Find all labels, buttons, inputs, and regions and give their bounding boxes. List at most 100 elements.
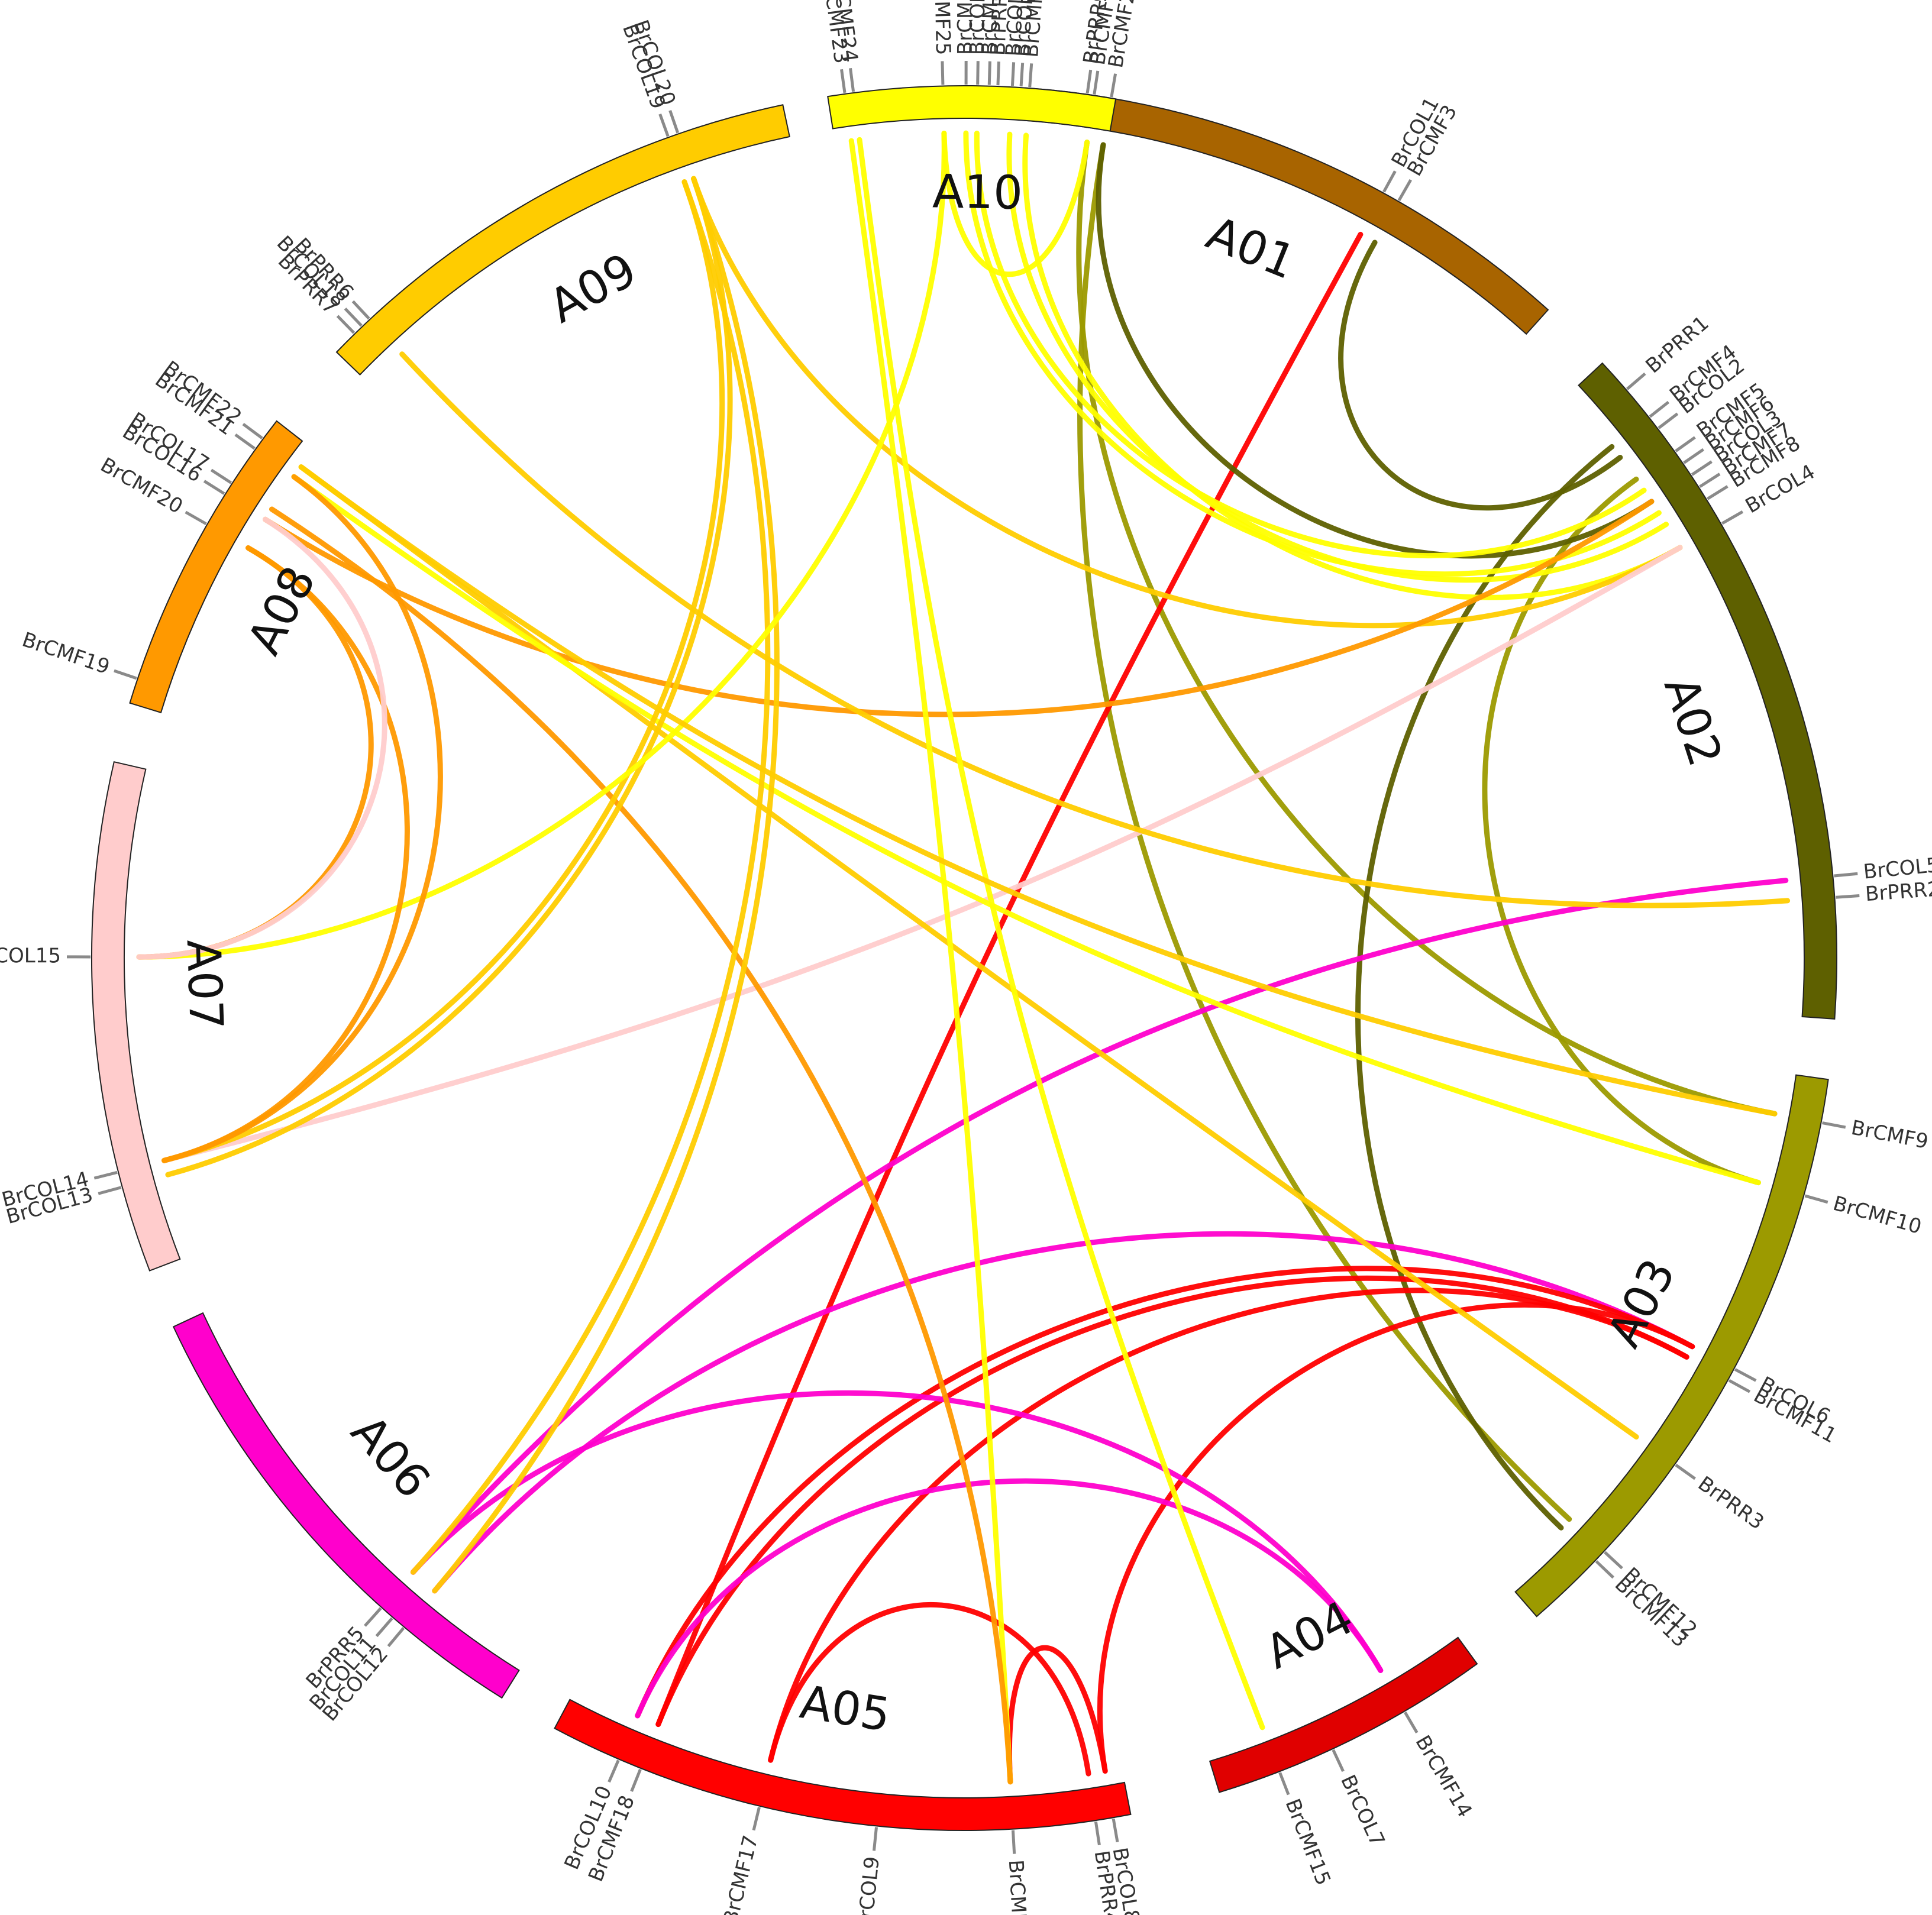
link-BrCOL5-BrPRR5 — [410, 878, 1789, 1575]
link-BrCMF1-BrCMF25 — [941, 130, 1090, 277]
link-BrCMF7-BrCMF26 — [963, 130, 1662, 577]
link-BrCOL4-BrCMF28 — [1022, 132, 1683, 600]
gene-tick-BrPRR3 — [1675, 1464, 1696, 1480]
gene-tick-BrCOL1 — [1382, 170, 1397, 193]
gene-tick-BrCMF17 — [752, 1807, 761, 1831]
gene-tick-BrCMF19 — [114, 669, 137, 680]
chromosome-A10 — [827, 85, 1117, 132]
gene-tick-BrCOL8 — [1112, 1818, 1119, 1843]
gene-tick-BrPRR6 — [351, 300, 370, 320]
chromosome-A05 — [554, 1699, 1132, 1831]
gene-tick-BrCMF21 — [234, 433, 256, 450]
link-BrCMF14-BrCOL10 — [635, 1478, 1384, 1719]
gene-tick-BrCOL6 — [1734, 1368, 1757, 1382]
link-BrCMF15-BrCMF24 — [857, 137, 1265, 1730]
gene-label-BrCMF19: BrCMF19 — [19, 627, 112, 679]
gene-tick-BrCMF11 — [1728, 1379, 1751, 1393]
link-BrCOL3-BrCMF2 — [1096, 142, 1655, 559]
link-BrCOL2-BrCMF3 — [1338, 240, 1623, 511]
gene-tick-BrCMF25 — [941, 61, 945, 85]
gene-tick-BrCMF28 — [1028, 63, 1033, 88]
gene-tick-BrCMF13 — [1595, 1560, 1615, 1579]
gene-tick-BrPRR2 — [1836, 894, 1860, 899]
gene-label-BrCOL22: BrCOL22 — [1001, 0, 1030, 57]
chromosome-label-A01: A01 — [1199, 206, 1303, 290]
link-BrCMF11-BrCMF17 — [768, 1288, 1689, 1763]
link-BrCOL14-BrCOL19 — [161, 179, 725, 1163]
gene-tick-BrCOL11 — [375, 1617, 393, 1638]
link-BrPRR5-BrCOL19 — [410, 179, 771, 1575]
gene-tick-BrCOL5 — [1834, 872, 1858, 878]
gene-tick-BrCOL2 — [1658, 412, 1679, 429]
link-BrCOL12-BrCOL20 — [432, 176, 780, 1594]
gene-tick-BrCOL12 — [387, 1627, 405, 1648]
gene-tick-BrCMF23 — [840, 69, 847, 93]
chromosome-A06 — [172, 1312, 520, 1699]
gene-tick-BrPRR7 — [336, 315, 356, 334]
gene-tick-BrCOL7 — [1332, 1749, 1345, 1772]
gene-tick-BrCOL18 — [344, 308, 363, 327]
chromosome-label-A08: A08 — [238, 558, 326, 663]
link-BrCMF11-BrCMF18 — [655, 1275, 1689, 1728]
gene-tick-BrCMF6 — [1683, 448, 1705, 464]
gene-label-BrCMF9: BrCMF9 — [1849, 1116, 1930, 1154]
gene-label-BrCMF26: BrCMF26 — [954, 0, 977, 55]
gene-label-BrCMF28: BrCMF28 — [1019, 0, 1049, 59]
gene-label-BrPRR2: BrPRR2 — [1865, 877, 1932, 906]
gene-tick-BrCMF7 — [1699, 473, 1721, 489]
gene-tick-BrCMF1 — [1093, 70, 1100, 95]
gene-label-BrCOL7: BrCOL7 — [1336, 1771, 1389, 1850]
gene-tick-BrCOL22 — [1010, 62, 1016, 86]
chromosome-A08 — [129, 420, 303, 714]
gene-tick-BrCOL23 — [1019, 63, 1025, 87]
gene-tick-BrCMF20 — [185, 510, 207, 525]
link-BrCMF8-BrCOL22 — [1006, 131, 1669, 583]
gene-tick-BrCMF16 — [1011, 1830, 1016, 1854]
gene-label-BrPRR3: BrPRR3 — [1694, 1472, 1768, 1535]
chromosome-label-A10: A10 — [932, 165, 1023, 220]
chromosome-A03 — [1514, 1074, 1829, 1618]
chromosome-A09 — [335, 104, 790, 376]
link-BrPRR2-BrPRR6 — [399, 351, 1791, 908]
chromosome-label-A04: A04 — [1257, 1591, 1362, 1680]
gene-tick-BrCMF18 — [630, 1768, 642, 1792]
link-BrCOL3-BrCOL16 — [263, 499, 1655, 717]
gene-label-BrCOL9: BrCOL9 — [853, 1855, 884, 1915]
gene-tick-BrCMF9 — [1822, 1121, 1846, 1129]
link-BrCOL13-BrCOL20 — [165, 176, 733, 1178]
link-BrCMF22-BrCMF9 — [298, 464, 1778, 1117]
chromosome-label-A05: A05 — [796, 1675, 894, 1742]
gene-label-BrCOL15: BrCOL15 — [0, 944, 61, 968]
gene-label-BrCMF15: BrCMF15 — [1280, 1796, 1335, 1888]
chromosome-label-A03: A03 — [1598, 1251, 1686, 1356]
gene-tick-BrCMF24 — [849, 67, 855, 92]
gene-tick-BrCMF14 — [1404, 1711, 1419, 1734]
chromosome-label-A06: A06 — [341, 1405, 440, 1508]
chromosome-A04 — [1209, 1636, 1478, 1793]
links-layer — [136, 130, 1791, 1785]
link-BrCOL6-BrCOL10 — [635, 1266, 1695, 1719]
chromosome-A07 — [91, 761, 181, 1272]
gene-tick-BrCMF10 — [1804, 1194, 1828, 1204]
link-BrCOL16-BrCOL15 — [136, 516, 387, 960]
gene-tick-BrCMF2 — [1110, 73, 1117, 98]
gene-tick-BrCOL3 — [1691, 460, 1713, 476]
gene-tick-BrCMF15 — [1278, 1772, 1290, 1796]
gene-label-BrCMF27: BrCMF27 — [977, 0, 1003, 56]
gene-label-BrCMF17: BrCMF17 — [719, 1833, 763, 1915]
chromosome-label-A09: A09 — [541, 243, 645, 334]
gene-tick-BrCOL9 — [873, 1827, 878, 1851]
gene-tick-BrCMF5 — [1675, 436, 1696, 452]
gene-tick-BrCOL4 — [1721, 510, 1744, 525]
link-BrCMF16-BrCMF23 — [848, 138, 1013, 1785]
link-BrCOL4-BrCOL20 — [691, 176, 1683, 629]
gene-tick-BrCOL10 — [608, 1759, 620, 1783]
gene-tick-BrCMF22 — [242, 423, 263, 439]
gene-tick-BrPRR8 — [996, 62, 1000, 86]
link-BrCOL8-BrCMF16 — [1007, 1645, 1108, 1785]
link-BrCOL15-BrCMF25 — [136, 130, 947, 960]
gene-label-BrCMF10: BrCMF10 — [1830, 1192, 1924, 1239]
gene-label-BrCMF16: BrCMF16 — [1004, 1859, 1032, 1915]
gene-label-BrPRR8: BrPRR8 — [986, 0, 1013, 56]
